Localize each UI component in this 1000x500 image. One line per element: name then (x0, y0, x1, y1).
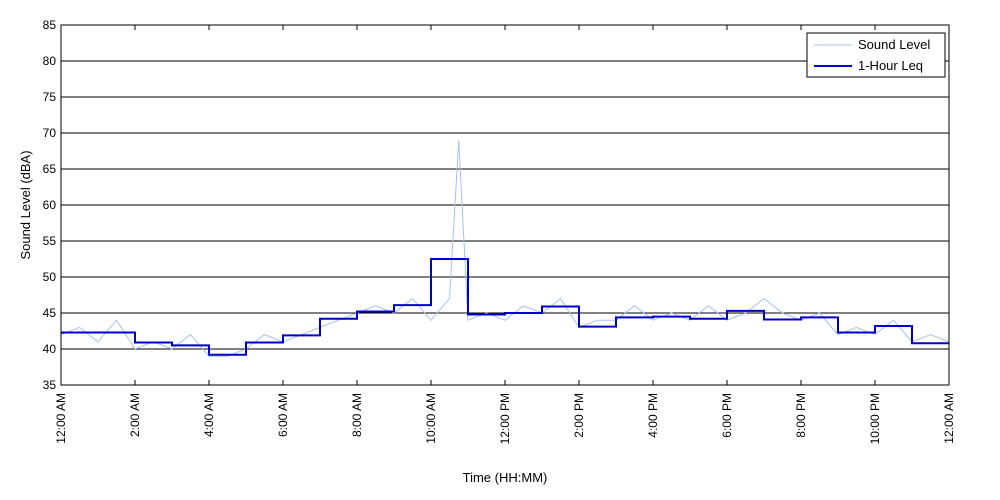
y-tick-label: 85 (43, 18, 57, 32)
series-layer (60, 140, 950, 357)
x-tick-label: 12:00 PM (498, 393, 512, 444)
y-tick-label: 35 (43, 378, 57, 392)
tick-layer: 35 40 45 50 55 60 65 70 75 80 85 12:00 AM 2:00 AM 4:0… (43, 18, 956, 444)
x-tick-label: 4:00 PM (646, 393, 660, 438)
x-tick-label: 10:00 PM (868, 393, 882, 444)
x-tick-label: 12:00 AM (942, 393, 956, 444)
x-tick-label: 8:00 AM (350, 393, 364, 437)
y-tick-label: 55 (43, 234, 57, 248)
y-tick-label: 50 (43, 270, 57, 284)
y-tick-label: 75 (43, 90, 57, 104)
legend-box (806, 32, 946, 78)
x-tick-label: 8:00 PM (794, 393, 808, 438)
series-line-1-hour-leq (61, 258, 949, 356)
y-tick-label: 40 (43, 342, 57, 356)
x-tick-label: 6:00 PM (720, 393, 734, 438)
legend: Sound Level 1-Hour Leq (806, 32, 946, 78)
y-tick-label: 45 (43, 306, 57, 320)
y-tick-label: 65 (43, 162, 57, 176)
x-tick-label: 2:00 PM (572, 393, 586, 438)
x-tick-label: 10:00 AM (424, 393, 438, 444)
y-tick-label: 80 (43, 54, 57, 68)
x-axis-label: Time (HH:MM) (463, 470, 548, 485)
y-axis-label: Sound Level (dBA) (18, 150, 33, 259)
x-tick-label: 4:00 AM (202, 393, 216, 437)
x-tick-label: 2:00 AM (128, 393, 142, 437)
legend-label-sound-level: Sound Level (858, 37, 930, 52)
y-tick-label: 60 (43, 198, 57, 212)
y-tick-label: 70 (43, 126, 57, 140)
legend-label-1-hour-leq: 1-Hour Leq (858, 58, 923, 73)
x-tick-label: 12:00 AM (54, 393, 68, 444)
x-tick-label: 6:00 AM (276, 393, 290, 437)
